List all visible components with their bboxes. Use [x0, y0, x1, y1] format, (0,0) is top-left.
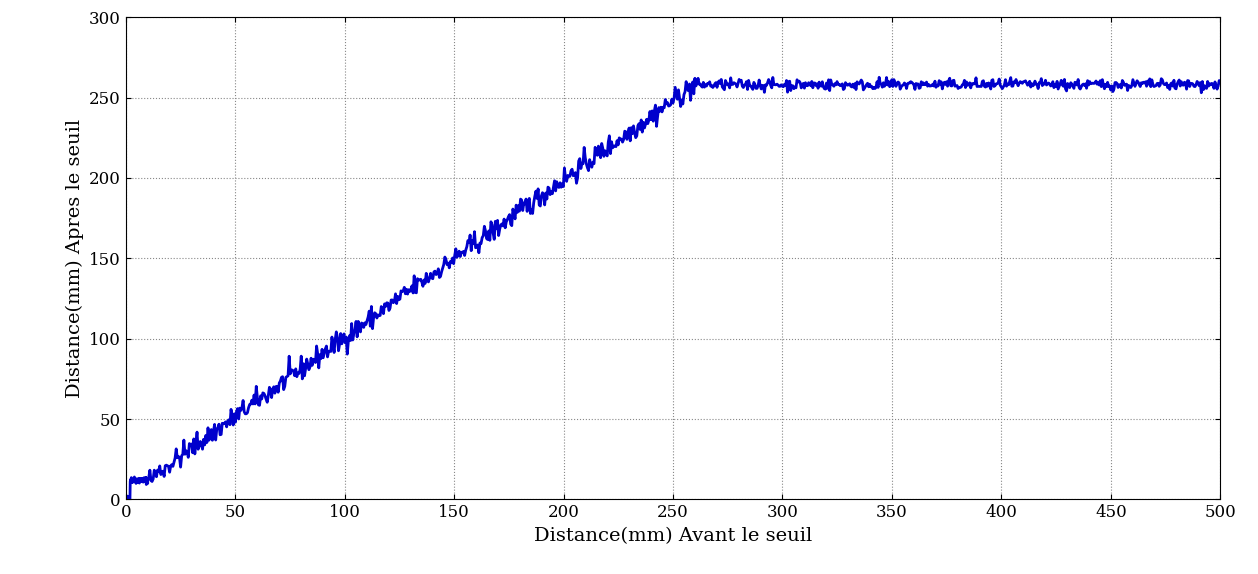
Y-axis label: Distance(mm) Apres le seuil: Distance(mm) Apres le seuil	[65, 119, 83, 398]
X-axis label: Distance(mm) Avant le seuil: Distance(mm) Avant le seuil	[533, 527, 813, 545]
